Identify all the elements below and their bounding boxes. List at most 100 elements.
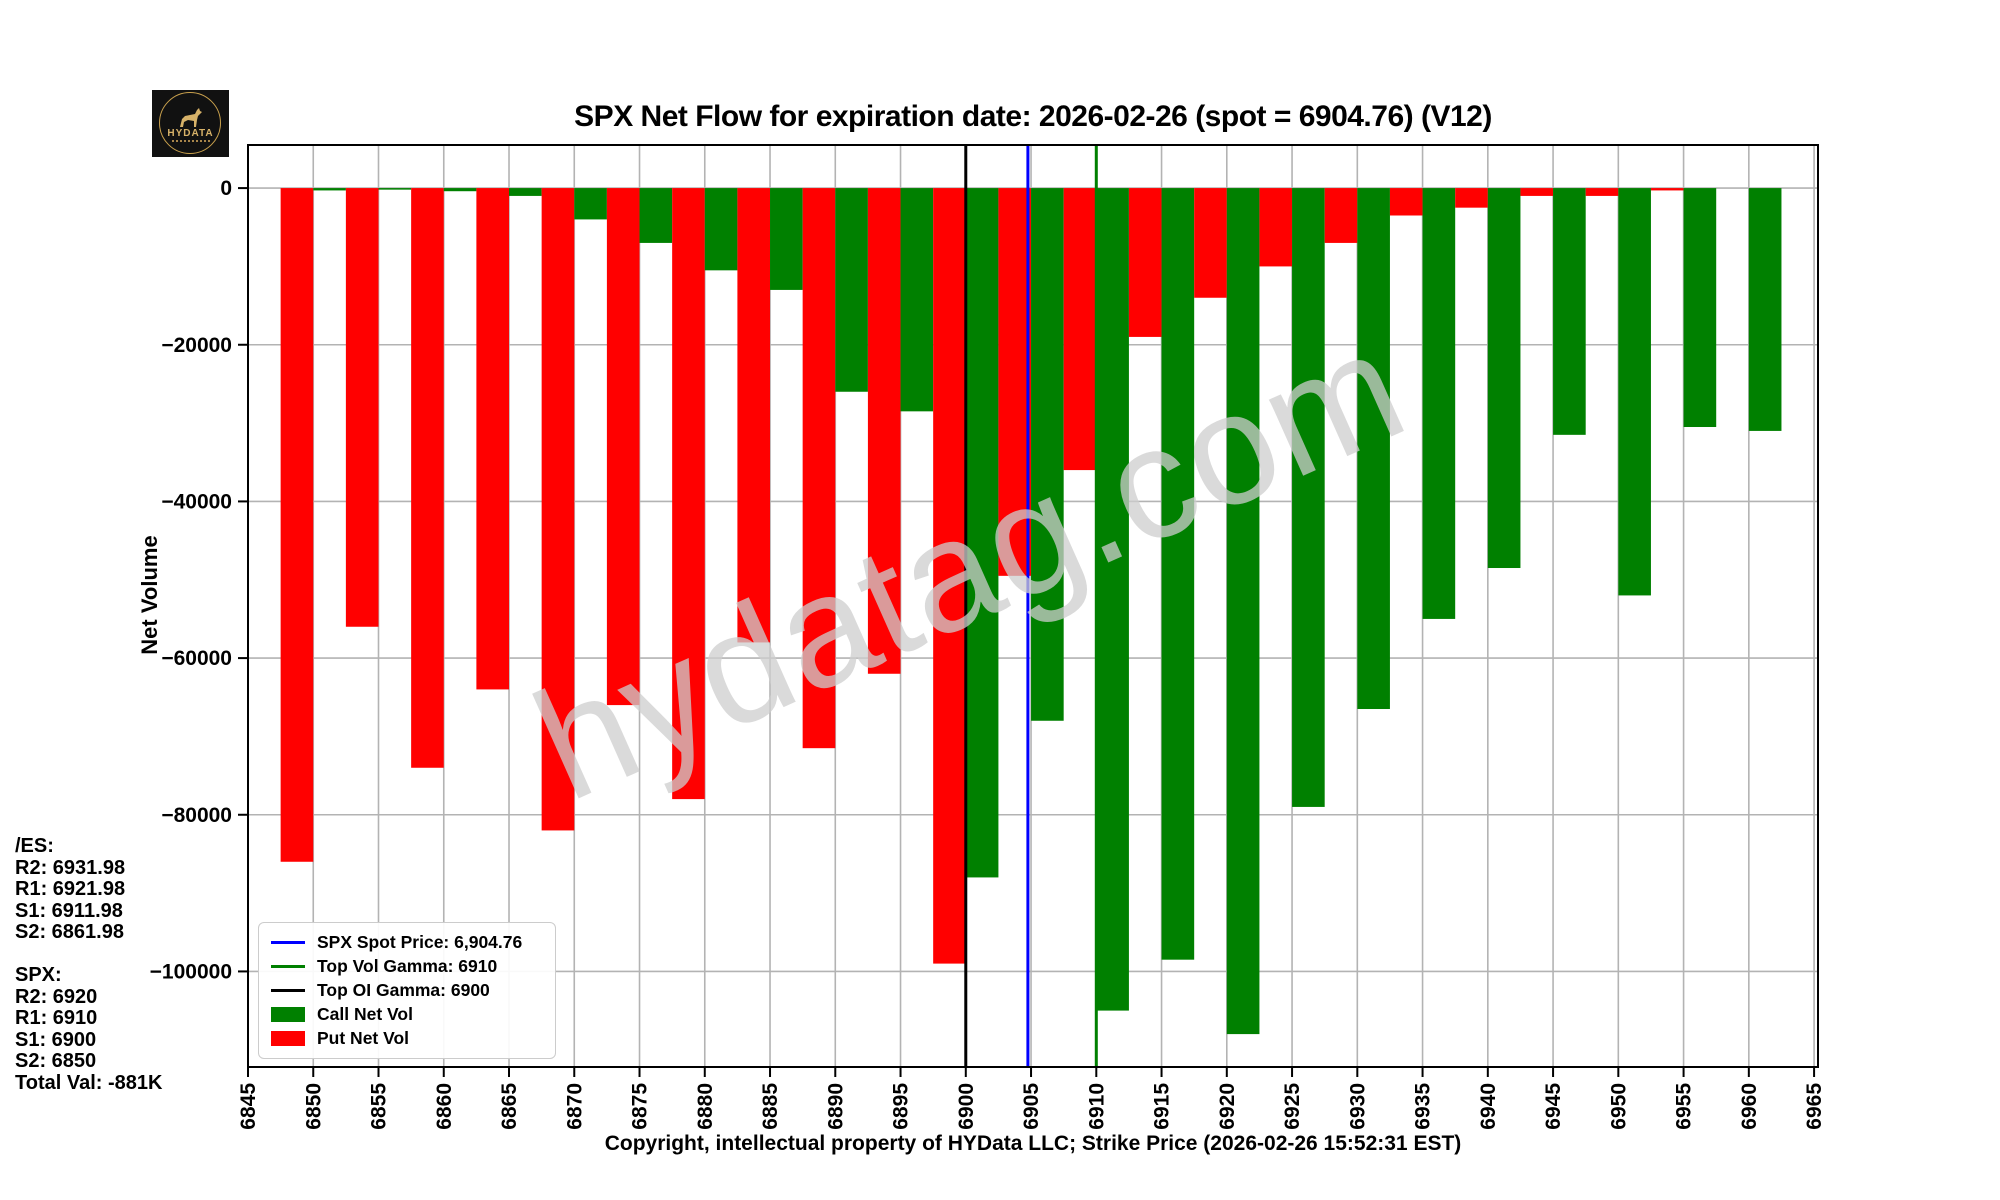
annotation-line: R1: 6910 — [15, 1007, 98, 1029]
x-tick-label: 6875 — [629, 1083, 652, 1130]
call-net-vol-bar — [1292, 188, 1325, 807]
call-net-vol-bar — [574, 188, 607, 220]
x-tick-label: 6920 — [1216, 1083, 1239, 1130]
legend-item-label: Top Vol Gamma: 6910 — [317, 956, 498, 976]
put-net-vol-bar — [1455, 188, 1488, 208]
chart-title: SPX Net Flow for expiration date: 2026-0… — [574, 100, 1492, 133]
legend-item-label: Put Net Vol — [317, 1028, 410, 1048]
call-net-vol-bar — [1553, 188, 1586, 435]
legend-item: Top OI Gamma: 6900 — [271, 980, 543, 1001]
x-tick-label: 6900 — [955, 1083, 978, 1130]
y-tick-label: −80000 — [161, 804, 232, 827]
call-net-vol-bar — [835, 188, 868, 392]
call-net-vol-bar — [1683, 188, 1717, 428]
call-net-vol-bar — [1161, 188, 1195, 960]
call-net-vol-bar — [313, 188, 346, 191]
put-net-vol-bar — [737, 188, 771, 643]
annotation-line: R2: 6920 — [15, 985, 98, 1008]
annotation-line: Total Val: -881K — [15, 1071, 163, 1094]
x-tick-label: 6960 — [1738, 1083, 1761, 1130]
plot-border — [247, 144, 1819, 1068]
annotation-line: /ES: — [15, 835, 54, 857]
chart-legend: SPX Spot Price: 6,904.76 Top Vol Gamma: 6… — [258, 922, 556, 1059]
x-tick-label: 6860 — [433, 1083, 456, 1130]
put-net-vol-bar — [280, 188, 314, 862]
x-tick-label: 6865 — [498, 1083, 521, 1130]
put-net-vol-bar — [411, 188, 444, 768]
x-tick-label: 6910 — [1085, 1083, 1108, 1130]
x-tick-label: 6935 — [1412, 1083, 1435, 1130]
x-tick-label: 6950 — [1607, 1083, 1630, 1130]
call-net-vol-bar — [1031, 188, 1064, 721]
call-net-vol-bar — [1096, 188, 1129, 1011]
put-net-vol-bar — [345, 188, 379, 627]
x-tick-label: 6890 — [824, 1083, 847, 1130]
x-tick-label: 6930 — [1346, 1083, 1369, 1130]
put-net-vol-bar — [541, 188, 575, 831]
legend-item-label: Top OI Gamma: 6900 — [317, 980, 490, 1000]
call-net-vol-bar — [1748, 188, 1782, 431]
x-tick-label: 6940 — [1477, 1083, 1500, 1130]
put-net-vol-bar — [672, 188, 705, 800]
put-net-vol-bar — [1259, 188, 1293, 267]
x-tick-label: 6870 — [563, 1083, 586, 1130]
x-axis: 6845 6850 6855 6860 6865 6870 6875 6880 6885 6890… — [237, 1067, 1826, 1130]
put-net-vol-bar — [606, 188, 640, 706]
x-tick-label: 6850 — [302, 1083, 325, 1130]
legend-line-swatch — [271, 940, 305, 945]
levels-annotation-block: /ES: R2: 6931.98 R1: 6921.98 S1: 6911.98 S2:… — [15, 835, 163, 1094]
put-net-vol-bar — [933, 188, 966, 964]
legend-item: SPX Spot Price: 6,904.76 — [271, 932, 543, 953]
marker-lines — [964, 145, 1098, 1067]
hydata-logo: HYDATA — [152, 90, 229, 157]
legend-patch-swatch — [271, 1007, 305, 1022]
logo-gold-ring — [159, 92, 221, 154]
annotation-line: SPX: — [15, 964, 62, 986]
legend-item: Put Net Vol — [271, 1028, 543, 1049]
annotation-line: R1: 6921.98 — [15, 878, 126, 900]
x-tick-label: 6845 — [237, 1083, 260, 1130]
call-net-vol-bar — [965, 188, 999, 878]
put-net-vol-bar — [1194, 188, 1227, 298]
put-net-vol-bar — [1128, 188, 1162, 337]
call-net-vol-bar — [1422, 188, 1456, 619]
annotation-line: S1: 6900 — [15, 1028, 97, 1051]
y-tick-label: 0 — [220, 177, 232, 200]
put-net-vol-bar — [1063, 188, 1097, 471]
x-tick-label: 6915 — [1151, 1083, 1174, 1130]
annotation-line: S2: 6850 — [15, 1050, 97, 1072]
call-net-vol-bar — [1487, 188, 1521, 569]
put-net-vol-bar — [998, 188, 1032, 576]
put-net-vol-bar — [1585, 188, 1619, 196]
legend-patch-swatch — [271, 1031, 305, 1046]
call-net-vol-bar — [704, 188, 738, 271]
x-tick-label: 6880 — [694, 1083, 717, 1130]
bars — [280, 188, 1782, 1035]
annotation-line: S1: 6911.98 — [15, 899, 123, 922]
call-net-vol-bar — [639, 188, 673, 243]
x-tick-label: 6895 — [890, 1083, 913, 1130]
call-net-vol-bar — [378, 188, 412, 190]
call-net-vol-bar — [1357, 188, 1390, 710]
x-tick-label: 6925 — [1281, 1083, 1304, 1130]
y-tick-label: −100000 — [150, 960, 232, 983]
y-tick-label: −20000 — [161, 334, 232, 357]
legend-line-swatch — [271, 988, 305, 993]
x-tick-label: 6955 — [1673, 1083, 1696, 1130]
y-axis: 0 −20000 −40000 −60000 −80000 −100000 — [150, 177, 248, 983]
x-tick-label: 6945 — [1542, 1083, 1565, 1130]
put-net-vol-bar — [867, 188, 901, 674]
put-net-vol-bar — [1650, 188, 1684, 191]
call-net-vol-bar — [1226, 188, 1260, 1035]
annotation-line: R2: 6931.98 — [15, 856, 126, 879]
annotation-line: S2: 6861.98 — [15, 921, 124, 943]
x-tick-label: 6855 — [368, 1083, 391, 1130]
x-tick-label: 6965 — [1803, 1083, 1826, 1130]
put-net-vol-bar — [1324, 188, 1358, 243]
x-axis-copyright-label: Copyright, intellectual property of HYDa… — [604, 1132, 1462, 1155]
call-net-vol-bar — [770, 188, 803, 290]
y-tick-label: −60000 — [161, 647, 232, 670]
put-net-vol-bar — [1389, 188, 1423, 216]
y-tick-label: −40000 — [161, 490, 232, 513]
